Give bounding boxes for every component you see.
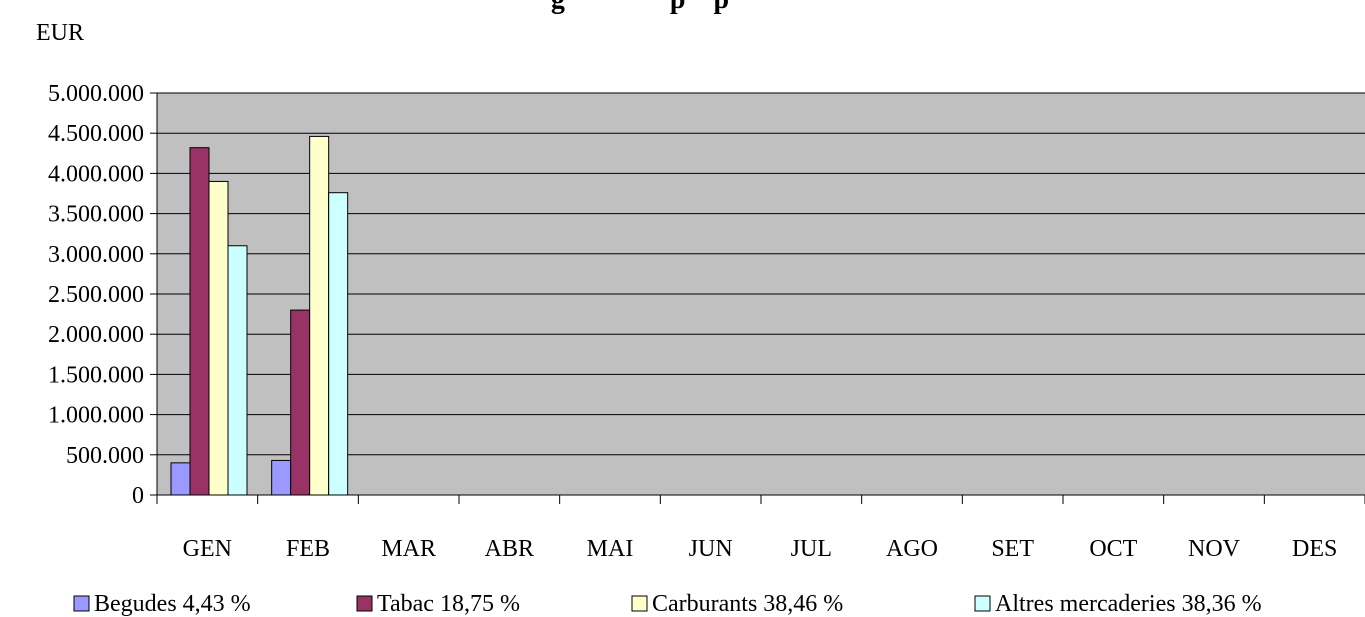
bar: [328, 192, 349, 496]
bar: [227, 245, 248, 496]
bar: [208, 180, 229, 496]
bar: [271, 459, 292, 496]
y-tick-label: 4.000.000: [48, 161, 144, 187]
y-tick-label: 4.500.000: [48, 121, 144, 147]
y-tick-label: 0: [132, 483, 144, 509]
legend: Begudes 4,43 % Tabac 18,75 % Carburants 38…: [73, 591, 1262, 617]
x-tick-label: ABR: [485, 536, 534, 562]
y-axis-label: EUR: [36, 20, 84, 46]
legend-swatch: [974, 595, 991, 612]
x-tick-label: MAR: [381, 536, 436, 562]
x-axis-ticks: GEN FEB MAR ABR MAI JUN JUL AGO SET OCT NOV DES: [156, 495, 1365, 562]
plot-area: [156, 92, 1365, 496]
chart-title-fragment: g p p: [551, 0, 729, 15]
x-tick-label: MAI: [587, 536, 634, 562]
bar: [170, 462, 191, 496]
legend-label: Altres mercaderies 38,36 %: [995, 591, 1262, 617]
bars: [170, 135, 349, 496]
y-tick-label: 2.000.000: [48, 322, 144, 348]
legend-swatch: [73, 595, 90, 612]
x-tick-label: DES: [1292, 536, 1337, 562]
x-tick-label: NOV: [1188, 536, 1241, 562]
x-tick-label: SET: [991, 536, 1034, 562]
legend-label: Tabac 18,75 %: [377, 591, 520, 617]
bar: [189, 147, 210, 496]
y-tick-label: 3.500.000: [48, 202, 144, 228]
x-tick-label: GEN: [183, 536, 232, 562]
y-tick-label: 3.000.000: [48, 242, 144, 268]
x-tick-label: JUN: [689, 536, 733, 562]
legend-swatch: [631, 595, 648, 612]
y-tick-label: 2.500.000: [48, 282, 144, 308]
bar: [309, 135, 330, 496]
y-tick-label: 500.000: [66, 443, 144, 469]
legend-label: Carburants 38,46 %: [652, 591, 843, 617]
y-axis-ticks: 0 500.000 1.000.000 1.500.000 2.000.000 2.500…: [48, 81, 157, 509]
y-tick-label: 1.500.000: [48, 362, 144, 388]
legend-swatch: [356, 595, 373, 612]
x-tick-label: FEB: [286, 536, 330, 562]
y-tick-label: 1.000.000: [48, 403, 144, 429]
bar: [290, 309, 311, 496]
legend-label: Begudes 4,43 %: [94, 591, 251, 617]
x-tick-label: OCT: [1089, 536, 1137, 562]
y-tick-label: 5.000.000: [48, 81, 144, 107]
x-tick-label: AGO: [886, 536, 938, 562]
x-tick-label: JUL: [791, 536, 832, 562]
